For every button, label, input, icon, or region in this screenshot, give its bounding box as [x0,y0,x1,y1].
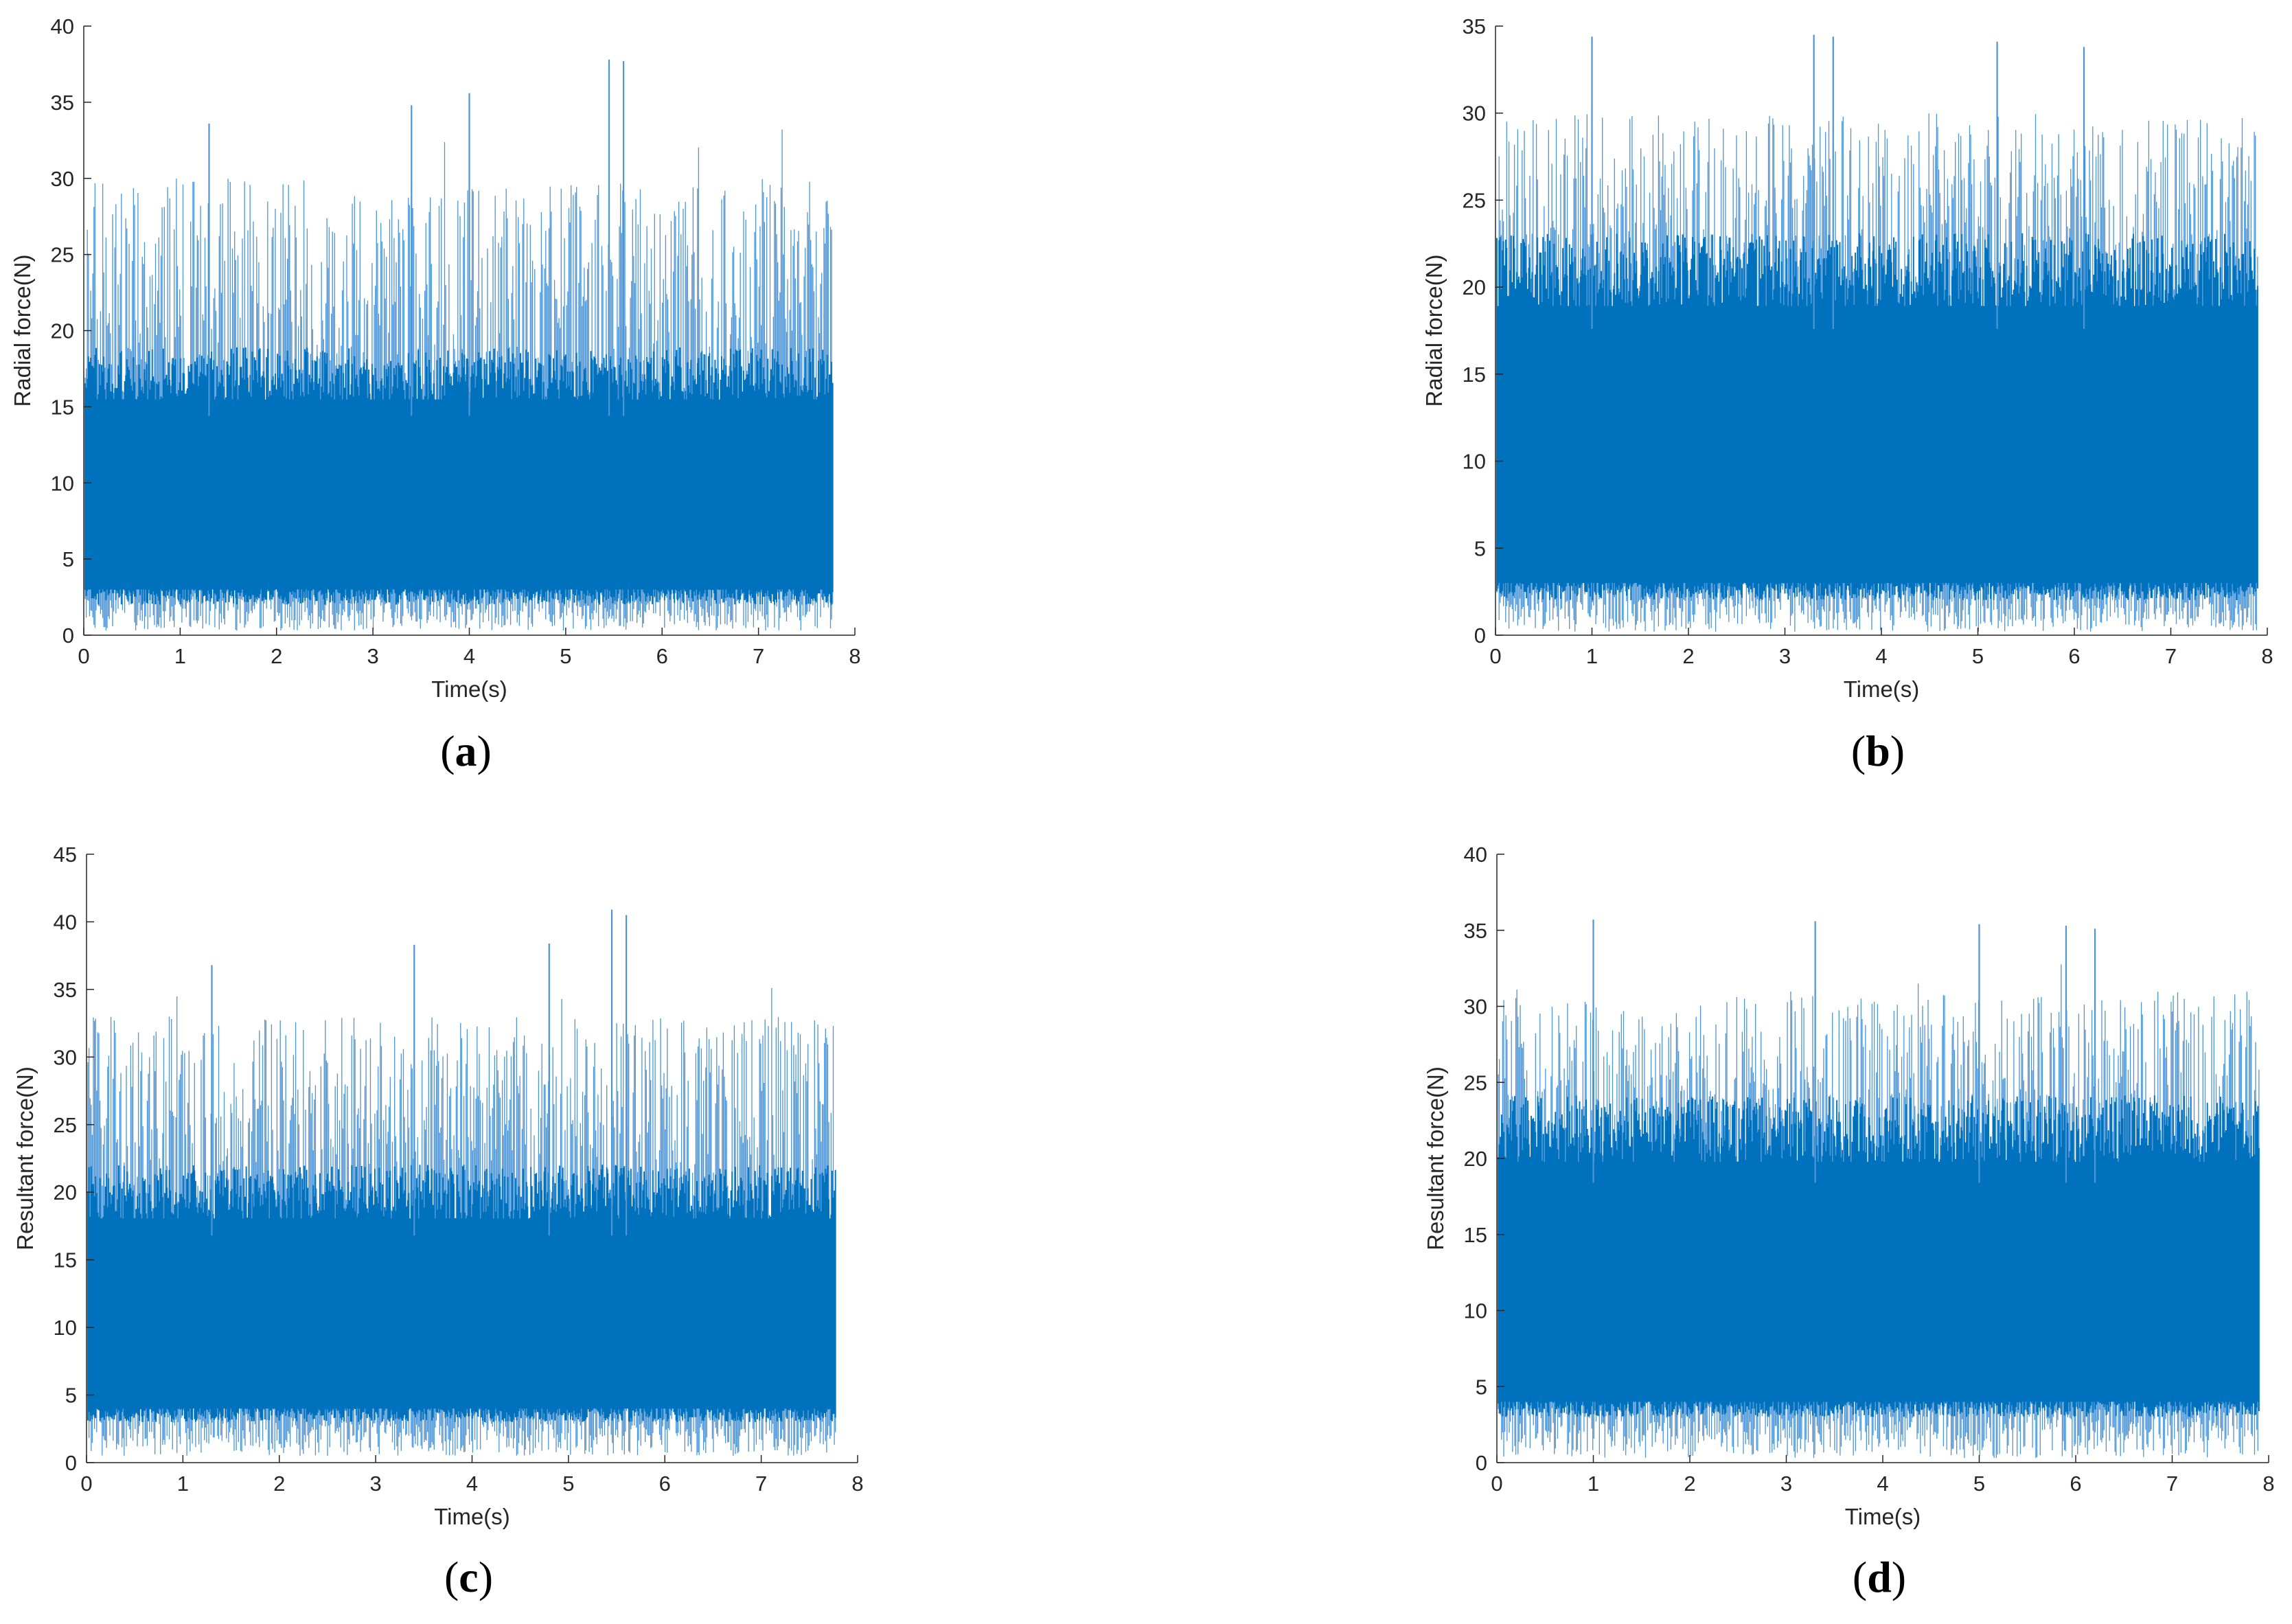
y-tick-label: 35 [54,978,77,1002]
x-tick-label: 0 [1491,1472,1502,1496]
y-axis-title: Resultant force(N) [1423,1066,1448,1250]
x-tick-label: 7 [2166,1472,2178,1496]
y-tick-label: 25 [51,243,74,267]
x-tick-label: 4 [1877,1472,1888,1496]
x-tick-label: 4 [1875,644,1887,668]
y-tick-label: 35 [1463,14,1486,38]
signal-trace [87,909,836,1456]
x-tick-label: 0 [80,1472,92,1496]
x-tick-label: 8 [851,1472,863,1496]
panel-label: (a) [440,727,492,775]
y-tick-label: 45 [54,843,77,867]
x-tick-label: 6 [2070,1472,2081,1496]
panel-label: (c) [444,1553,493,1601]
x-tick-label: 2 [1682,644,1694,668]
x-tick-label: 2 [271,644,282,668]
y-tick-label: 5 [1476,1375,1487,1399]
x-tick-label: 3 [1779,644,1791,668]
y-tick-label: 0 [1474,624,1486,648]
y-tick-label: 5 [62,547,74,571]
y-tick-label: 20 [1464,1147,1487,1171]
panel-c: 0 1 2 3 4 5 6 7 8051015202530354045Time(s)Result… [12,843,864,1601]
x-tick-label: 8 [849,644,860,668]
y-tick-label: 25 [1464,1071,1487,1095]
y-tick-label: 40 [51,14,74,38]
x-tick-label: 4 [466,1472,478,1496]
panel-label: (d) [1853,1553,1906,1601]
signal-trace [1498,919,2260,1459]
x-tick-label: 7 [2165,644,2177,668]
y-tick-label: 0 [65,1451,77,1475]
x-tick-label: 0 [1489,644,1501,668]
x-tick-label: 5 [1972,644,1984,668]
x-axis-title: Time(s) [431,676,507,702]
x-tick-label: 6 [2068,644,2080,668]
panel-b: 0 1 2 3 4 5 6 7 8 0 5 10 15 20 25 30 35 Time(s) Radial for… [1421,14,2273,775]
y-tick-label: 30 [1464,995,1487,1019]
y-tick-label: 20 [1463,275,1486,299]
signal-core [1498,1161,2259,1402]
x-tick-label: 1 [174,644,186,668]
x-tick-label: 1 [1588,1472,1599,1496]
signal-trace [84,59,834,631]
x-tick-label: 2 [1684,1472,1695,1496]
y-tick-label: 30 [51,167,74,191]
x-tick-label: 8 [2261,644,2273,668]
panel-label: (b) [1851,727,1905,775]
y-tick-label: 15 [1464,1223,1487,1247]
y-tick-label: 30 [54,1045,77,1069]
y-tick-label: 10 [1464,1299,1487,1323]
y-tick-label: 25 [1463,188,1486,212]
y-tick-label: 40 [1464,843,1487,867]
y-axis-title: Radial force(N) [10,255,35,407]
x-tick-label: 7 [753,644,764,668]
x-tick-label: 8 [2262,1472,2274,1496]
y-tick-label: 5 [65,1384,77,1408]
signal-core [1497,306,2258,583]
x-tick-label: 2 [273,1472,285,1496]
x-tick-label: 5 [560,644,571,668]
x-tick-label: 1 [1586,644,1598,668]
y-tick-label: 40 [54,910,77,934]
y-tick-label: 35 [1464,919,1487,943]
x-axis-title: Time(s) [434,1504,510,1529]
y-tick-label: 5 [1474,536,1486,560]
x-tick-label: 5 [562,1472,574,1496]
signal-core [85,399,833,590]
y-tick-label: 35 [51,91,74,115]
x-tick-label: 6 [656,644,668,668]
signal-core [88,1218,836,1409]
x-tick-label: 6 [659,1472,671,1496]
x-tick-label: 5 [1973,1472,1985,1496]
y-tick-label: 20 [54,1180,77,1204]
x-tick-label: 1 [177,1472,189,1496]
y-tick-label: 10 [51,471,74,495]
y-tick-label: 25 [54,1113,77,1137]
x-tick-label: 3 [1780,1472,1792,1496]
y-axis-title: Resultant force(N) [12,1066,38,1250]
y-tick-label: 15 [51,395,74,419]
x-tick-label: 0 [78,644,89,668]
y-tick-label: 15 [54,1248,77,1272]
x-tick-label: 7 [755,1472,767,1496]
x-axis-title: Time(s) [1844,676,1920,702]
panel-a: 0 1 2 3 4 5 6 7 8 0 5 10 15 20 25 30 35 40 Time(s) Radial f… [10,14,861,775]
panel-d: 0 1 2 3 4 5 6 7 8 0 5 10 15 20 25 30 35 40 Time(s) Resultan… [1423,843,2275,1601]
y-tick-label: 10 [54,1316,77,1340]
y-axis-title: Radial force(N) [1421,255,1447,407]
y-tick-label: 10 [1463,450,1486,474]
signal-trace [1496,34,2258,632]
x-tick-label: 3 [367,644,379,668]
y-tick-label: 0 [1476,1451,1487,1475]
y-tick-label: 30 [1463,102,1486,126]
x-tick-label: 4 [463,644,475,668]
y-tick-label: 20 [51,319,74,343]
y-tick-label: 0 [62,624,74,648]
x-axis-title: Time(s) [1845,1504,1921,1529]
y-tick-label: 15 [1463,363,1486,387]
x-tick-label: 3 [370,1472,382,1496]
